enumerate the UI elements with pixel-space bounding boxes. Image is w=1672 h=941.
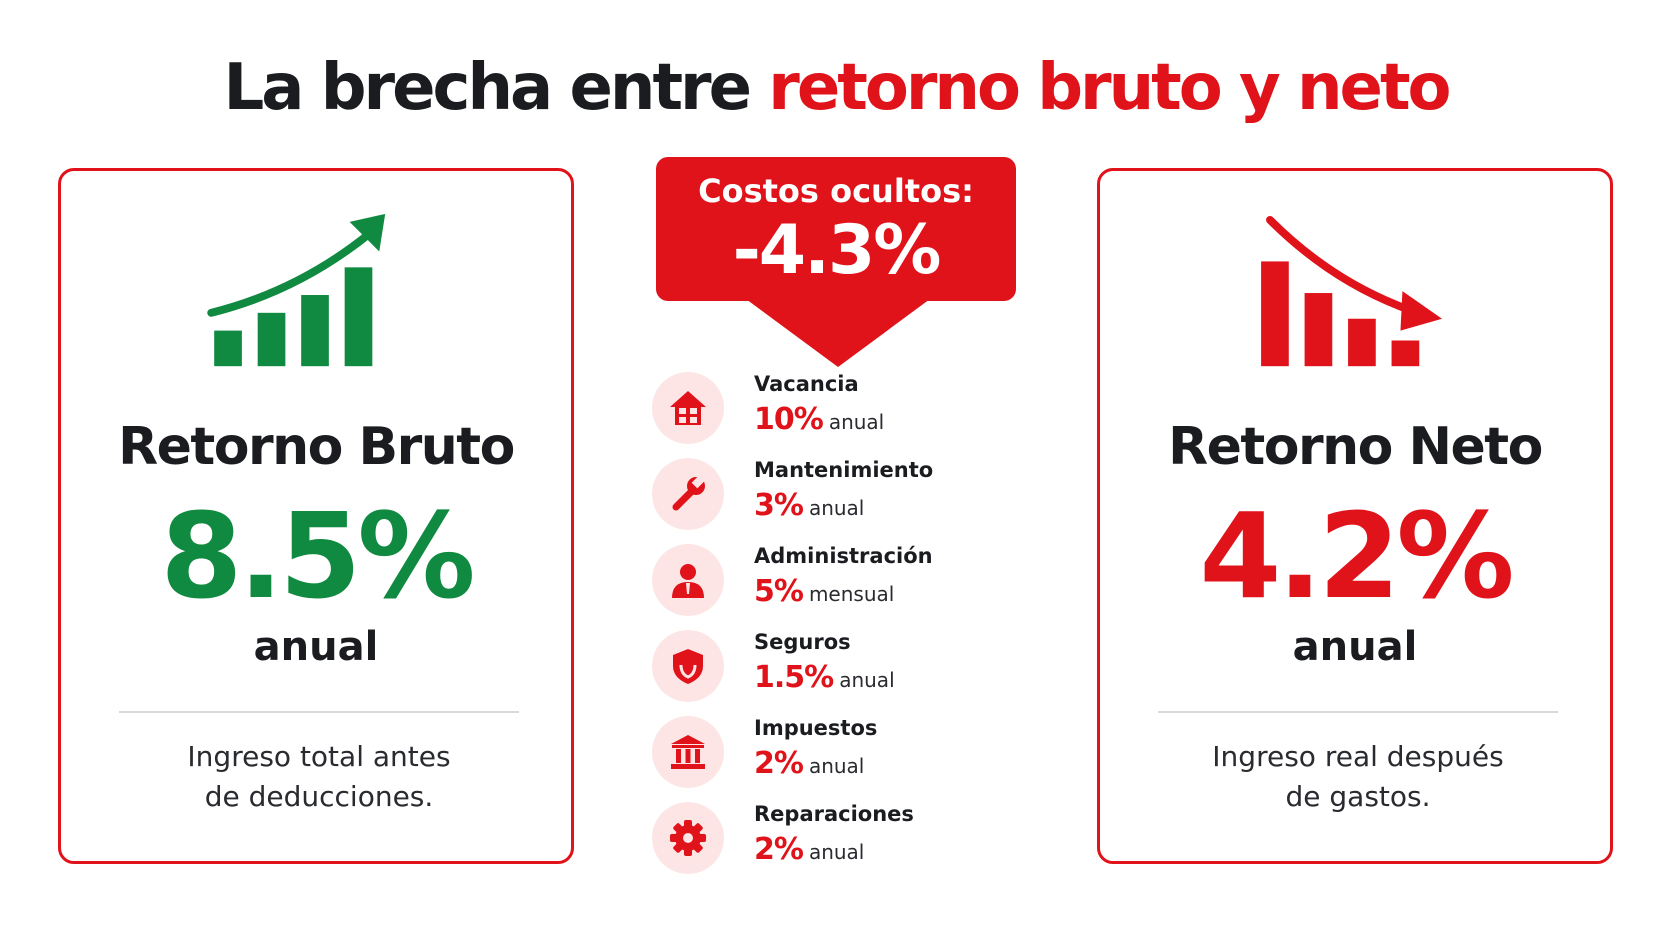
cost-item-administracion: Administración 5% mensual (652, 542, 972, 618)
cost-name: Vacancia (754, 372, 859, 396)
chart-down-icon (1261, 215, 1442, 367)
cost-name: Impuestos (754, 716, 878, 740)
cost-period: anual (828, 410, 885, 434)
cost-percent: 1.5% (754, 660, 834, 695)
net-divider (1158, 711, 1558, 713)
cost-percent: 3% (754, 488, 804, 523)
gross-return-title: Retorno Bruto (118, 417, 515, 477)
cost-period: mensual (808, 582, 895, 606)
cost-percent: 5% (754, 574, 804, 609)
cost-item-impuestos: Impuestos 2% anual (652, 714, 972, 790)
down-arrow-icon (746, 299, 930, 367)
cost-item-seguros: Seguros 1.5% anual (652, 628, 972, 704)
cost-name: Seguros (754, 630, 851, 654)
cost-item-vacancia: Vacancia 10% anual (652, 370, 972, 446)
hidden-costs-banner: Costos ocultos: -4.3% (656, 157, 1016, 301)
cost-name: Mantenimiento (754, 458, 934, 482)
gross-divider (119, 711, 519, 713)
net-return-description: Ingreso real después de gastos. (1160, 737, 1556, 817)
cost-period: anual (808, 754, 865, 778)
net-return-value: 4.2% (1199, 487, 1514, 625)
person-icon (672, 564, 704, 598)
gross-return-value: 8.5% (160, 487, 475, 625)
cost-name: Administración (754, 544, 933, 568)
cost-name: Reparaciones (754, 802, 914, 826)
cost-period: anual (808, 496, 865, 520)
gross-desc-line-2: de deducciones. (204, 780, 434, 813)
net-return-title: Retorno Neto (1168, 417, 1543, 477)
gross-return-description: Ingreso total antes de deducciones. (121, 737, 517, 817)
page-title: La brecha entre retorno bruto y neto (0, 48, 1672, 128)
net-desc-line-1: Ingreso real después (1212, 740, 1504, 773)
cost-percent: 10% (754, 402, 824, 437)
cost-item-reparaciones: Reparaciones 2% anual (652, 800, 972, 876)
net-return-unit: anual (1292, 624, 1418, 670)
net-desc-line-2: de gastos. (1285, 780, 1431, 813)
shield-icon (673, 649, 703, 684)
cost-period: anual (808, 840, 865, 864)
chart-up-icon (207, 213, 386, 367)
hidden-costs-label: Costos ocultos: (698, 172, 974, 210)
title-part-highlight: retorno bruto y neto (768, 51, 1451, 125)
cost-percent: 2% (754, 832, 804, 867)
hidden-costs-value: -4.3% (732, 211, 942, 290)
bank-icon (671, 735, 705, 769)
cost-period: anual (839, 668, 895, 692)
wrench-icon (672, 474, 706, 511)
house-icon (670, 391, 706, 425)
gross-return-card: Retorno Bruto 8.5% anual Ingreso total a… (58, 168, 574, 864)
gross-return-unit: anual (253, 624, 379, 670)
cost-item-mantenimiento: Mantenimiento 3% anual (652, 456, 972, 532)
gross-desc-line-1: Ingreso total antes (187, 740, 451, 773)
gear-icon (670, 820, 706, 856)
title-part-dark: La brecha entre (223, 51, 769, 125)
cost-percent: 2% (754, 746, 804, 781)
net-return-card: Retorno Neto 4.2% anual Ingreso real des… (1097, 168, 1613, 864)
